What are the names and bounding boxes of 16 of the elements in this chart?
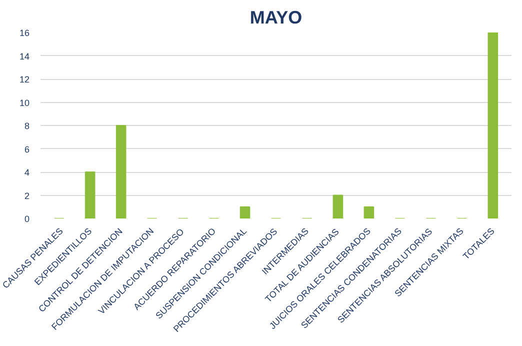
y-tick-label: 4	[24, 168, 30, 178]
bar	[84, 172, 96, 218]
y-tick-label: 12	[19, 74, 30, 84]
y-tick-label: 14	[19, 51, 30, 62]
y-tick-label: 0	[24, 214, 30, 224]
y-tick-label: 6	[24, 144, 30, 154]
bar	[364, 206, 374, 218]
y-tick-label: 16	[19, 28, 30, 38]
y-tick-label: 8	[24, 121, 30, 131]
bar	[116, 125, 126, 218]
chart-title: MAYO	[250, 8, 302, 28]
y-tick-label: 2	[24, 190, 30, 201]
bar	[488, 32, 498, 218]
bar	[332, 194, 344, 218]
bar	[240, 206, 250, 218]
y-tick-label: 10	[19, 98, 30, 108]
